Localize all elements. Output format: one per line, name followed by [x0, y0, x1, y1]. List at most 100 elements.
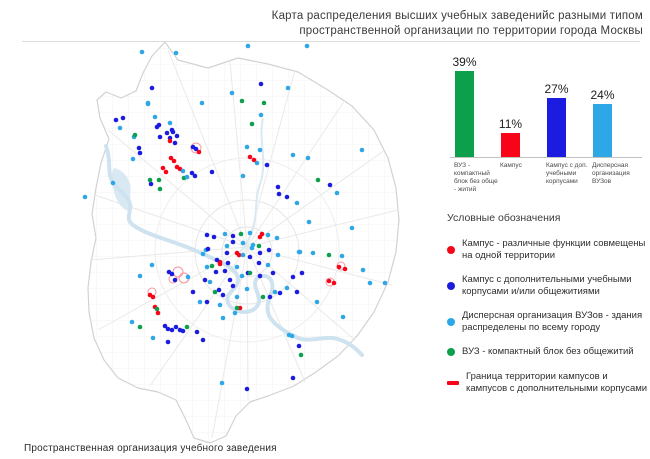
legend-item: Граница территории кампусов и кампусов с…: [447, 371, 649, 394]
university-dot: [260, 294, 266, 300]
university-dot: [306, 219, 312, 225]
university-dot: [258, 112, 264, 118]
university-dot: [150, 335, 156, 341]
university-dot: [113, 117, 119, 123]
university-dot: [239, 273, 245, 279]
university-dot: [184, 174, 190, 180]
legend-item-label: Дисперсная организация ВУЗов - здания ра…: [462, 310, 643, 333]
bar-value-label: 39%: [452, 55, 477, 70]
university-dot: [232, 310, 238, 316]
university-dot: [270, 270, 276, 276]
university-dot: [305, 155, 311, 161]
university-dot: [172, 277, 178, 283]
university-dot: [162, 323, 168, 329]
university-dot: [234, 305, 240, 311]
university-dot: [224, 243, 230, 249]
university-dot: [150, 294, 156, 300]
university-dot: [315, 177, 321, 183]
bar-value-label: 24%: [590, 88, 615, 103]
university-dot: [164, 130, 170, 136]
university-dot: [298, 352, 304, 358]
bar-category-label: Кампус с доп. учебными корпусами: [546, 162, 588, 186]
chart-baseline: [450, 157, 642, 158]
university-dot: [152, 114, 158, 120]
university-dot: [204, 264, 210, 270]
university-dot: [219, 380, 225, 386]
university-dot: [192, 173, 198, 179]
green-dot-icon: [447, 348, 455, 357]
university-dot: [244, 286, 250, 292]
legend-item-label: ВУЗ - компактный блок без общежитий: [462, 346, 634, 358]
university-dot: [180, 168, 186, 174]
university-dot: [239, 98, 245, 104]
legend-item-label: Кампус с дополнительными учебными корпус…: [462, 274, 632, 297]
university-dot: [238, 231, 244, 237]
bar-category-label: ВУЗ - компактный блок без обще - житий: [454, 162, 498, 194]
university-dot: [289, 333, 295, 339]
bar-chart: 39% ВУЗ - компактный блок без обще - жити…: [450, 55, 646, 193]
university-dot: [229, 90, 235, 96]
legend-title: Условные обозначения: [447, 212, 561, 224]
university-dot: [256, 243, 262, 249]
university-dot: [196, 149, 202, 155]
university-dot: [172, 140, 178, 146]
bar-3: [593, 104, 612, 157]
university-dot: [296, 343, 302, 349]
university-dot: [202, 277, 208, 283]
university-dot: [230, 233, 236, 239]
red-dash-icon: [447, 380, 459, 385]
university-dot: [212, 289, 218, 295]
university-dot: [148, 181, 154, 187]
university-dot: [259, 231, 265, 237]
university-dot: [297, 249, 303, 255]
university-dot: [240, 173, 246, 179]
university-dot: [257, 147, 263, 153]
university-dot: [236, 252, 242, 258]
university-dot: [266, 247, 272, 253]
university-dot: [209, 169, 215, 175]
university-dot: [217, 261, 223, 267]
university-dot: [193, 146, 199, 152]
university-dot: [199, 100, 205, 106]
university-dot: [290, 274, 296, 280]
university-dot: [342, 266, 348, 272]
university-dot: [189, 170, 195, 176]
university-dot: [249, 245, 255, 251]
legend-item: Кампус - различные функции совмещены на …: [447, 238, 649, 261]
university-dot: [290, 375, 296, 381]
moskva-river: [104, 144, 364, 357]
university-dot: [247, 254, 253, 260]
university-dot: [160, 165, 166, 171]
university-dot: [129, 319, 135, 325]
university-dot: [207, 279, 213, 285]
university-dot: [149, 262, 155, 268]
legend-item-label: Кампус - различные функции совмещены на …: [462, 238, 646, 261]
page-title-line1: Карта распределения высших учебных завед…: [271, 10, 643, 22]
university-dot: [132, 132, 138, 138]
university-dot: [274, 235, 280, 241]
university-dot: [120, 115, 126, 121]
university-dot: [367, 280, 373, 286]
university-dot: [204, 299, 210, 305]
university-dot: [359, 147, 365, 153]
bar-category-label: Дисперсная организация ВУЗов: [592, 162, 630, 186]
university-dot: [265, 262, 271, 268]
university-dot: [220, 315, 226, 321]
university-dot: [110, 180, 116, 186]
legend-item: ВУЗ - компактный блок без общежитий: [447, 346, 649, 358]
university-dot: [331, 280, 337, 286]
university-dot: [157, 134, 163, 140]
university-dot: [230, 239, 236, 245]
university-dot: [137, 273, 143, 279]
university-dot: [222, 268, 228, 274]
university-dot: [137, 324, 143, 330]
map-caption: Пространственная организация учебного за…: [24, 443, 277, 454]
university-dot: [257, 273, 263, 279]
university-dot: [326, 252, 332, 258]
university-dot: [173, 324, 179, 330]
legend-items: Кампус - различные функции совмещены на …: [447, 238, 649, 394]
university-dot: [225, 260, 231, 266]
university-dot: [272, 289, 278, 295]
university-dot: [275, 184, 281, 190]
university-dot: [247, 270, 253, 276]
